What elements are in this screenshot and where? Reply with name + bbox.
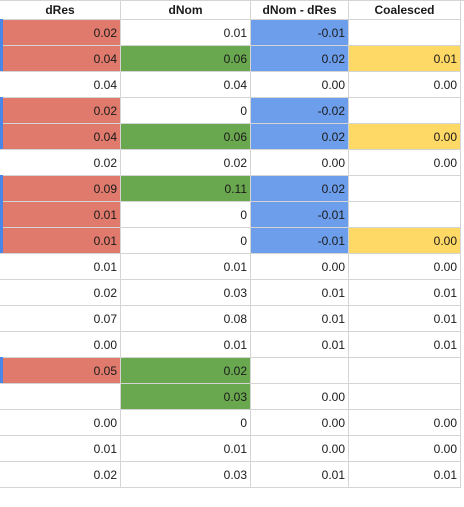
cell-dres[interactable]: 0.02 — [0, 280, 121, 306]
cell-dnom-minus-dres[interactable]: -0.01 — [251, 228, 349, 254]
cell-dres[interactable]: 0.04 — [0, 124, 121, 150]
cell-dres[interactable]: 0.02 — [0, 98, 121, 124]
cell-dres[interactable]: 0.04 — [0, 72, 121, 98]
row-edge-marker — [0, 97, 3, 123]
cell-dnom-minus-dres[interactable]: 0.01 — [251, 462, 349, 488]
cell-dnom-minus-dres[interactable]: 0.02 — [251, 46, 349, 72]
cell-dnom-minus-dres[interactable]: 0.01 — [251, 332, 349, 358]
column-header-coalesced[interactable]: Coalesced — [349, 1, 461, 20]
cell-coalesced[interactable]: 0.01 — [349, 332, 461, 358]
cell-dnom-minus-dres[interactable]: 0.01 — [251, 280, 349, 306]
cell-dnom[interactable]: 0.01 — [121, 436, 251, 462]
cell-coalesced[interactable]: 0.00 — [349, 254, 461, 280]
row-edge-marker — [0, 45, 3, 71]
cell-dnom-minus-dres[interactable]: 0.00 — [251, 72, 349, 98]
cell-dnom-minus-dres[interactable]: 0.00 — [251, 410, 349, 436]
cell-coalesced[interactable]: 0.01 — [349, 306, 461, 332]
cell-dnom[interactable]: 0.04 — [121, 72, 251, 98]
cell-dnom-minus-dres[interactable] — [251, 358, 349, 384]
cell-dres[interactable]: 0.09 — [0, 176, 121, 202]
cell-dnom[interactable]: 0.03 — [121, 384, 251, 410]
row-edge-markers — [0, 0, 3, 507]
cell-coalesced[interactable]: 0.01 — [349, 46, 461, 72]
cell-coalesced[interactable]: 0.00 — [349, 124, 461, 150]
cell-dnom[interactable]: 0 — [121, 228, 251, 254]
cell-coalesced[interactable]: 0.00 — [349, 150, 461, 176]
column-header-dnom[interactable]: dNom — [121, 1, 251, 20]
cell-dnom[interactable]: 0 — [121, 202, 251, 228]
cell-dres[interactable]: 0.02 — [0, 462, 121, 488]
row-edge-marker — [0, 201, 3, 227]
column-header-dnom-minus-dres[interactable]: dNom - dRes — [251, 1, 349, 20]
cell-dres[interactable]: 0.04 — [0, 46, 121, 72]
cell-coalesced[interactable] — [349, 98, 461, 124]
cell-coalesced[interactable]: 0.01 — [349, 462, 461, 488]
cell-dnom[interactable]: 0 — [121, 410, 251, 436]
cell-dnom-minus-dres[interactable]: -0.01 — [251, 20, 349, 46]
row-edge-marker — [0, 175, 3, 201]
cell-dres[interactable]: 0.07 — [0, 306, 121, 332]
cell-dres[interactable]: 0.00 — [0, 332, 121, 358]
cell-coalesced[interactable] — [349, 384, 461, 410]
cell-coalesced[interactable]: 0.00 — [349, 72, 461, 98]
cell-dnom[interactable]: 0.02 — [121, 150, 251, 176]
row-edge-marker — [0, 123, 3, 149]
cell-dnom-minus-dres[interactable]: 0.00 — [251, 384, 349, 410]
cell-dnom-minus-dres[interactable]: -0.01 — [251, 202, 349, 228]
row-edge-marker — [0, 19, 3, 45]
cell-coalesced[interactable]: 0.00 — [349, 228, 461, 254]
cell-dnom-minus-dres[interactable]: -0.02 — [251, 98, 349, 124]
cell-dnom-minus-dres[interactable]: 0.00 — [251, 150, 349, 176]
cell-dnom[interactable]: 0.02 — [121, 358, 251, 384]
cell-coalesced[interactable] — [349, 202, 461, 228]
column-header-dres[interactable]: dRes — [0, 1, 121, 20]
cell-dnom[interactable]: 0.01 — [121, 254, 251, 280]
cell-dnom[interactable]: 0 — [121, 98, 251, 124]
cell-dres[interactable]: 0.05 — [0, 358, 121, 384]
cell-dres[interactable]: 0.01 — [0, 228, 121, 254]
cell-dres[interactable] — [0, 384, 121, 410]
cell-coalesced[interactable] — [349, 358, 461, 384]
cell-dnom-minus-dres[interactable]: 0.00 — [251, 254, 349, 280]
cell-dnom[interactable]: 0.08 — [121, 306, 251, 332]
cell-dnom[interactable]: 0.11 — [121, 176, 251, 202]
cell-dres[interactable]: 0.01 — [0, 254, 121, 280]
cell-dnom[interactable]: 0.06 — [121, 46, 251, 72]
cell-dnom-minus-dres[interactable]: 0.01 — [251, 306, 349, 332]
cell-dres[interactable]: 0.00 — [0, 410, 121, 436]
row-edge-marker — [0, 227, 3, 253]
cell-dnom[interactable]: 0.01 — [121, 20, 251, 46]
cell-dnom-minus-dres[interactable]: 0.02 — [251, 176, 349, 202]
cell-dnom[interactable]: 0.06 — [121, 124, 251, 150]
cell-dres[interactable]: 0.02 — [0, 150, 121, 176]
cell-dres[interactable]: 0.01 — [0, 436, 121, 462]
cell-coalesced[interactable] — [349, 20, 461, 46]
cell-coalesced[interactable]: 0.01 — [349, 280, 461, 306]
cell-dnom[interactable]: 0.03 — [121, 462, 251, 488]
cell-coalesced[interactable]: 0.00 — [349, 436, 461, 462]
cell-dnom[interactable]: 0.01 — [121, 332, 251, 358]
cell-dnom[interactable]: 0.03 — [121, 280, 251, 306]
cell-dres[interactable]: 0.01 — [0, 202, 121, 228]
cell-coalesced[interactable]: 0.00 — [349, 410, 461, 436]
cell-dnom-minus-dres[interactable]: 0.00 — [251, 436, 349, 462]
cell-coalesced[interactable] — [349, 176, 461, 202]
cell-dnom-minus-dres[interactable]: 0.02 — [251, 124, 349, 150]
row-edge-marker — [0, 357, 3, 383]
cell-dres[interactable]: 0.02 — [0, 20, 121, 46]
